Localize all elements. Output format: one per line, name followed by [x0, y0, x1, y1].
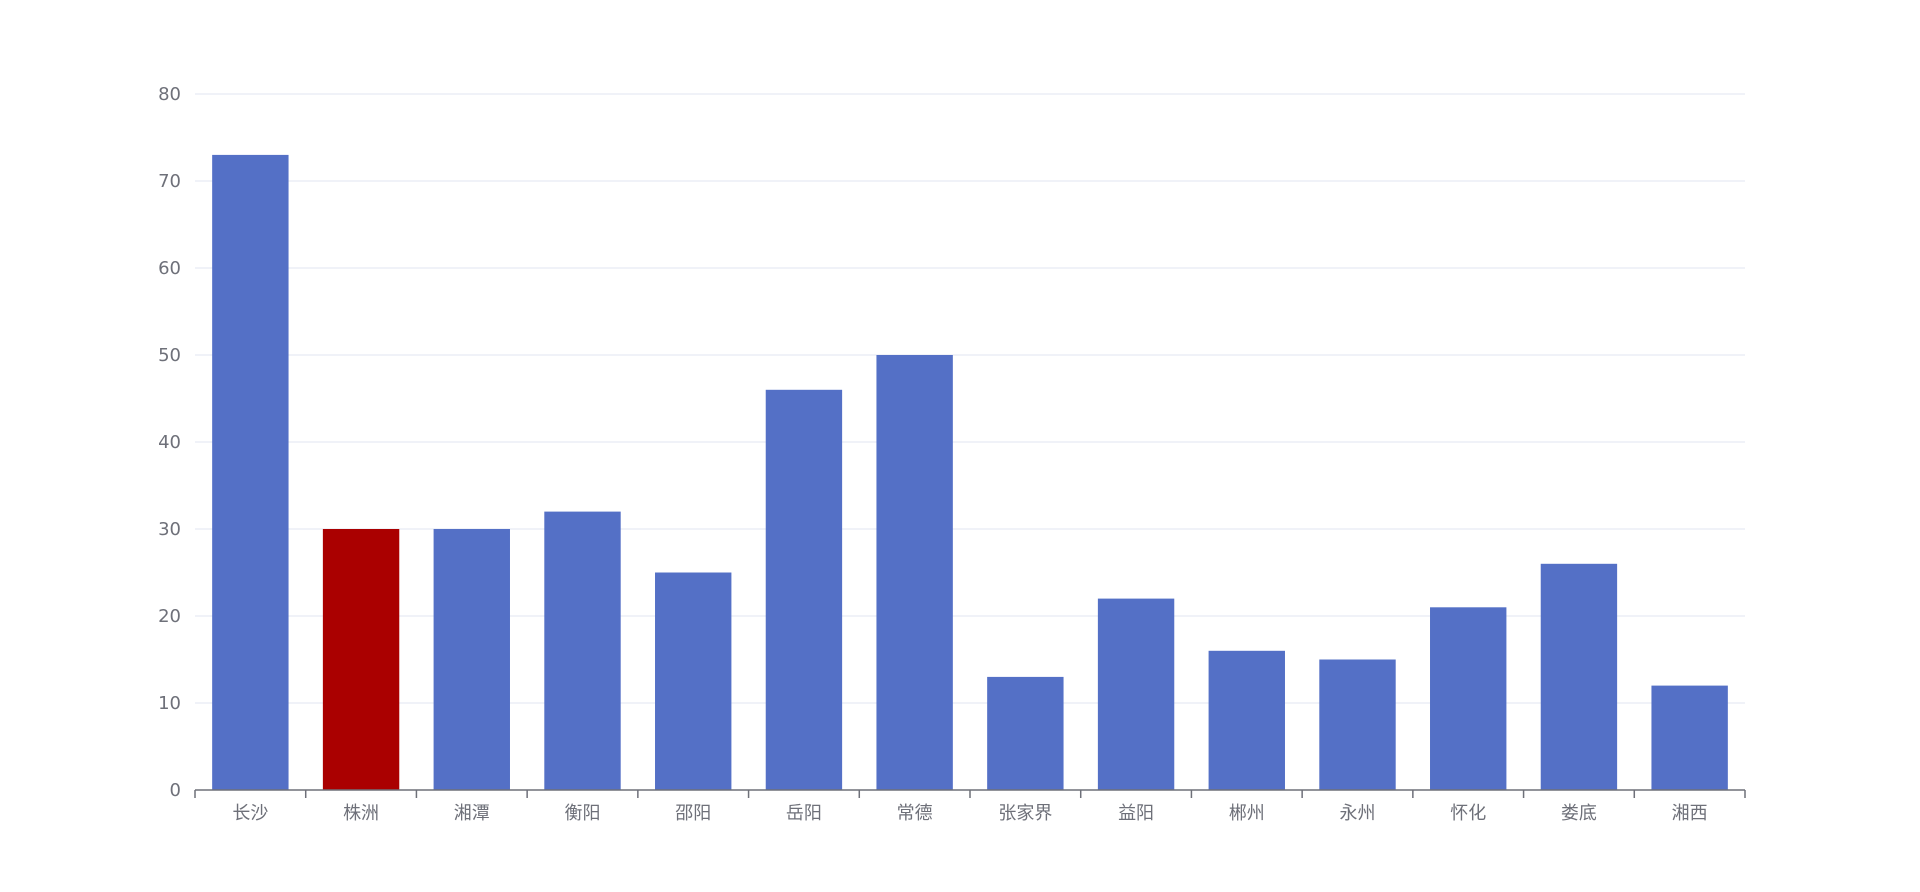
- bar-郴州: [1208, 650, 1285, 790]
- bar-邵阳: [655, 572, 732, 790]
- y-tick-label: 50: [158, 345, 181, 366]
- bar-张家界: [987, 676, 1064, 790]
- y-tick-label: 80: [158, 84, 181, 105]
- x-tick-label: 郴州: [1229, 803, 1265, 824]
- y-tick-label: 20: [158, 606, 181, 627]
- y-tick-label: 10: [158, 693, 181, 714]
- x-tick-label: 株洲: [343, 803, 379, 824]
- x-tick-label: 益阳: [1118, 803, 1154, 824]
- x-tick-label: 长沙: [232, 803, 268, 824]
- bar-长沙: [212, 154, 289, 790]
- bar-怀化: [1430, 607, 1507, 790]
- bar-湘潭: [433, 529, 510, 790]
- x-tick-label: 永州: [1340, 803, 1376, 824]
- x-tick-label: 岳阳: [786, 803, 822, 824]
- x-tick-label: 常德: [897, 803, 933, 824]
- y-tick-label: 0: [170, 780, 181, 801]
- labels-layer: 0 10 20 30 40 50 60 70 80 长沙 株洲 湘潭 衡阳 邵阳 岳阳 常德 张家界 益阳 郴州 永州…: [158, 84, 1708, 824]
- x-tick-label: 衡阳: [565, 803, 601, 824]
- x-tick-label: 邵阳: [675, 803, 711, 824]
- bar-永州: [1319, 659, 1396, 790]
- bar-湘西: [1651, 685, 1728, 790]
- y-tick-label: 40: [158, 432, 181, 453]
- bar-株洲: [322, 529, 400, 790]
- x-tick-label: 张家界: [998, 803, 1052, 824]
- y-tick-label: 30: [158, 519, 181, 540]
- bar-娄底: [1540, 563, 1618, 790]
- bar-岳阳: [765, 389, 843, 790]
- x-tick-label: 怀化: [1450, 803, 1486, 824]
- y-tick-label: 60: [158, 258, 181, 279]
- axis-layer: [194, 789, 1746, 798]
- x-tick-label: 娄底: [1561, 803, 1597, 824]
- bars-layer: [212, 154, 1728, 790]
- x-tick-label: 湘西: [1672, 803, 1708, 824]
- x-tick-label: 湘潭: [454, 803, 490, 824]
- bar-益阳: [1097, 598, 1175, 790]
- bar-衡阳: [544, 511, 621, 790]
- bar-常德: [876, 355, 953, 790]
- y-tick-label: 70: [158, 171, 181, 192]
- grid-layer: [195, 93, 1745, 704]
